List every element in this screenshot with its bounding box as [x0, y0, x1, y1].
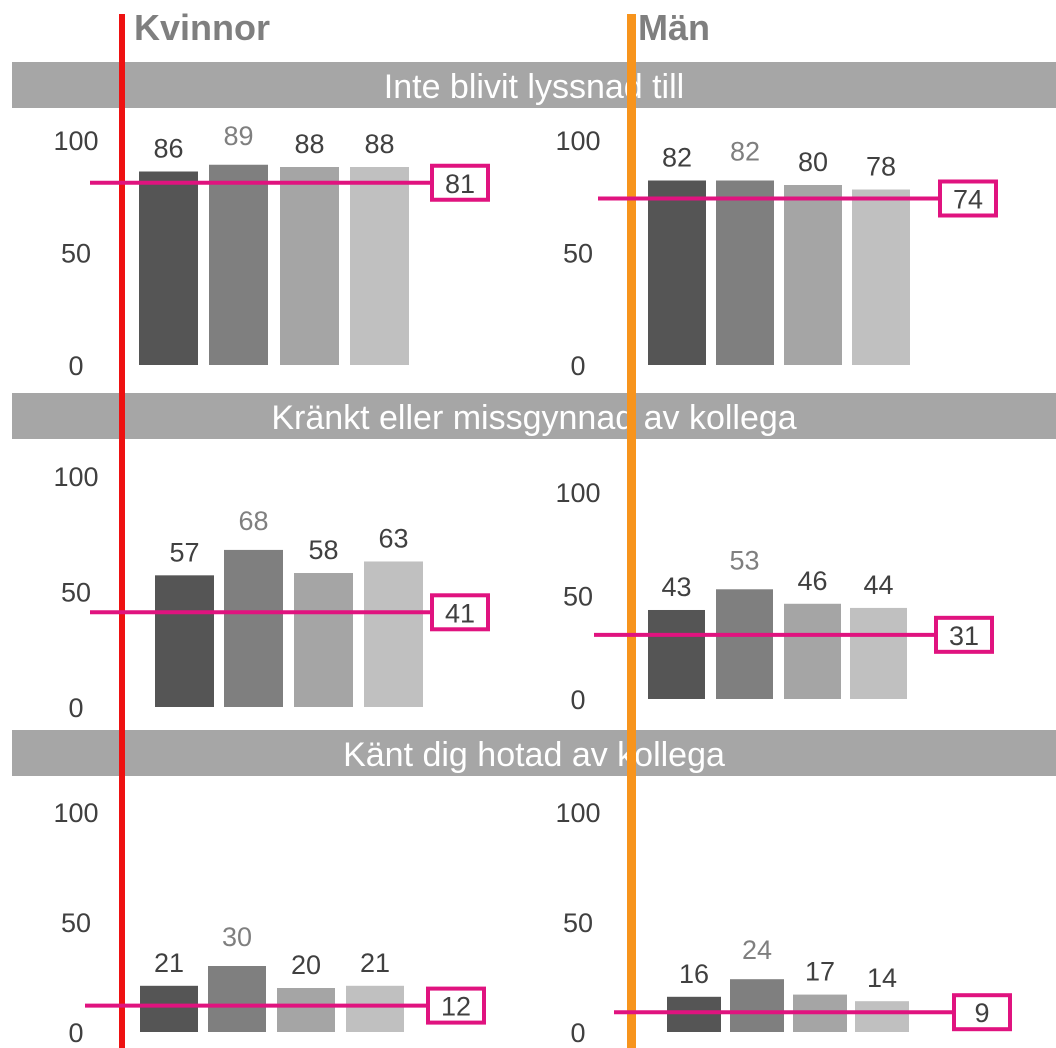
bar: [364, 561, 423, 707]
bar: [294, 573, 353, 707]
bar-value-label: 63: [378, 523, 408, 553]
y-tick-label: 0: [68, 1018, 83, 1048]
panel-4: 0 50 100 43 53 46 44 31: [555, 478, 994, 715]
y-tick-label: 50: [563, 908, 593, 938]
y-tick-label: 0: [570, 685, 585, 715]
bar-value-label: 86: [153, 134, 183, 164]
reference-value-label: 12: [441, 992, 471, 1022]
bar: [855, 1001, 909, 1032]
bar: [784, 185, 842, 365]
reference-value-label: 31: [949, 621, 979, 651]
bar: [280, 167, 339, 365]
y-tick-label: 0: [570, 351, 585, 381]
section-title: Kränkt eller missgynnad av kollega: [271, 399, 796, 437]
bar-value-label: 82: [662, 143, 692, 173]
reference-box: [952, 993, 1012, 1032]
y-tick-label: 100: [53, 462, 98, 492]
bar: [648, 180, 706, 365]
section-band: [12, 393, 1056, 439]
bar-value-label: 16: [679, 959, 709, 989]
bar-value-label: 44: [863, 570, 893, 600]
panel-6: 0 50 100 16 24 17 14 9: [555, 798, 1012, 1048]
section-title: Känt dig hotad av kollega: [343, 736, 725, 774]
panel-5: 0 50 100 21 30 20 21 12: [53, 798, 486, 1048]
y-tick-label: 0: [68, 351, 83, 381]
bar: [852, 189, 910, 365]
y-tick-label: 0: [570, 1018, 585, 1048]
bar: [350, 167, 409, 365]
y-tick-label: 100: [555, 126, 600, 156]
man-vertical-line: [627, 14, 636, 1048]
bar-value-label: 58: [308, 535, 338, 565]
section-title: Inte blivit lyssnad till: [384, 68, 684, 106]
bar-value-label: 20: [291, 950, 321, 980]
y-tick-label: 50: [563, 582, 593, 612]
bar-value-label: 88: [294, 129, 324, 159]
reference-box: [938, 179, 998, 218]
bar: [784, 603, 841, 699]
bar: [277, 988, 335, 1032]
y-tick-label: 100: [53, 798, 98, 828]
header-kvinnor: Kvinnor: [134, 7, 270, 48]
bar-value-label: 46: [797, 566, 827, 596]
bar-value-label: 82: [730, 137, 760, 167]
panel-1: 0 50 100 86 89 88 88 81: [53, 121, 490, 381]
bar-value-label: 89: [223, 121, 253, 151]
reference-box: [426, 986, 486, 1025]
y-tick-label: 100: [555, 478, 600, 508]
bar-value-label: 30: [222, 922, 252, 952]
bar-value-label: 78: [866, 152, 896, 182]
bar-value-label: 80: [798, 147, 828, 177]
bar: [346, 985, 404, 1032]
y-tick-label: 0: [68, 693, 83, 723]
reference-value-label: 41: [445, 598, 475, 628]
bar: [716, 589, 773, 699]
bar: [648, 609, 705, 699]
bar: [667, 996, 721, 1032]
bar: [716, 180, 774, 365]
bar-value-label: 57: [169, 537, 199, 567]
bar-value-label: 21: [154, 948, 184, 978]
kvinnor-vertical-line: [119, 14, 125, 1048]
bar: [224, 549, 283, 707]
bar: [139, 171, 198, 365]
y-tick-label: 50: [61, 908, 91, 938]
reference-value-label: 74: [953, 185, 983, 215]
bar-value-label: 14: [867, 963, 897, 993]
reference-box: [430, 163, 490, 202]
bar-value-label: 21: [360, 948, 390, 978]
bar: [208, 966, 266, 1032]
y-tick-label: 100: [53, 126, 98, 156]
bar-value-label: 43: [661, 572, 691, 602]
section-band: [12, 730, 1056, 776]
bar: [140, 985, 198, 1032]
reference-box: [430, 593, 490, 632]
reference-value-label: 81: [445, 169, 475, 199]
bar-value-label: 68: [238, 506, 268, 536]
reference-value-label: 9: [974, 998, 989, 1028]
y-tick-label: 50: [563, 239, 593, 269]
bar: [209, 164, 268, 365]
bar-value-label: 88: [364, 129, 394, 159]
bar: [155, 575, 214, 707]
bar-value-label: 53: [729, 545, 759, 575]
bar: [730, 979, 784, 1032]
panel-3: 0 50 100 57 68 58 63 41: [53, 462, 490, 723]
bar-value-label: 24: [742, 935, 772, 965]
reference-box: [934, 615, 994, 654]
y-tick-label: 100: [555, 798, 600, 828]
panel-2: 0 50 100 82 82 80 78 74: [555, 126, 998, 381]
section-band: [12, 62, 1056, 108]
y-tick-label: 50: [61, 578, 91, 608]
bar: [850, 607, 907, 699]
bar-value-label: 17: [805, 957, 835, 987]
y-tick-label: 50: [61, 239, 91, 269]
header-man: Män: [638, 7, 710, 48]
